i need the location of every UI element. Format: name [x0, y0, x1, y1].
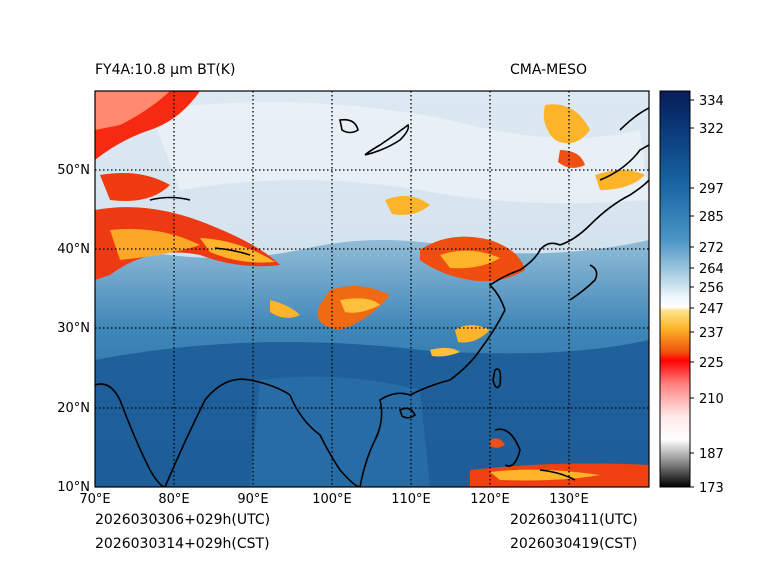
colorbar-tick: 322	[699, 122, 724, 137]
colorbar: 334 322 297 285 272 264 256 247 237 225 …	[659, 90, 724, 496]
lon-label: 130°E	[549, 492, 589, 507]
colorbar-tick: 334	[699, 94, 724, 109]
map-title-left: FY4A:10.8 µm BT(K)	[95, 62, 236, 78]
init-time-utc: 2026030306+029h(UTC)	[95, 512, 271, 528]
satellite-imagery	[95, 91, 649, 487]
colorbar-tick: 187	[699, 447, 724, 462]
colorbar-tick: 225	[699, 356, 724, 371]
colorbar-tick: 285	[699, 210, 724, 225]
valid-time-cst: 2026030419(CST)	[510, 536, 638, 552]
lon-label: 110°E	[391, 492, 431, 507]
colorbar-tick: 256	[699, 281, 724, 296]
init-time-cst: 2026030314+029h(CST)	[95, 536, 270, 552]
latitude-labels: 10°N 20°N 30°N 40°N 50°N	[57, 163, 90, 495]
colorbar-scale	[659, 90, 691, 488]
lon-label: 70°E	[79, 492, 110, 507]
colorbar-tick: 237	[699, 326, 724, 341]
colorbar-tick: 297	[699, 182, 724, 197]
lat-label: 30°N	[57, 321, 90, 336]
colorbar-tick: 173	[699, 481, 724, 496]
map-title-right: CMA-MESO	[510, 62, 588, 78]
lon-label: 80°E	[158, 492, 189, 507]
longitude-labels: 70°E 80°E 90°E 100°E 110°E 120°E 130°E	[79, 492, 588, 507]
lat-label: 40°N	[57, 242, 90, 257]
colorbar-tick: 272	[699, 241, 724, 256]
lon-label: 100°E	[312, 492, 352, 507]
colorbar-tick: 210	[699, 392, 724, 407]
lon-label: 90°E	[237, 492, 268, 507]
colorbar-tick: 264	[699, 262, 724, 277]
coastlines	[95, 107, 649, 487]
graticule	[95, 91, 649, 487]
colorbar-tick: 247	[699, 302, 724, 317]
lat-label: 50°N	[57, 163, 90, 178]
lat-label: 20°N	[57, 401, 90, 416]
lon-label: 120°E	[470, 492, 510, 507]
lat-label: 10°N	[57, 480, 90, 495]
valid-time-utc: 2026030411(UTC)	[510, 512, 638, 528]
map-frame	[94, 90, 650, 488]
